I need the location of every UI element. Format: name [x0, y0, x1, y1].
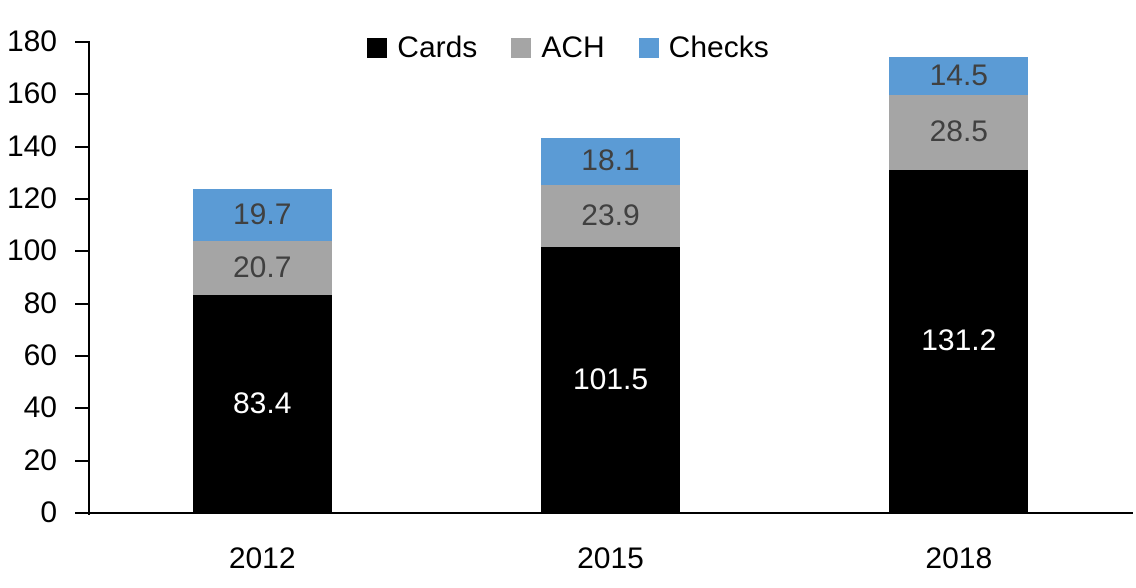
bar-value-label: 23.9 [581, 199, 640, 233]
legend-marker-ach-icon [511, 38, 532, 58]
bar-segment-cards-2012: 83.4 [192, 294, 332, 513]
legend-label: Cards [397, 31, 478, 64]
bar-value-label: 101.5 [572, 363, 649, 397]
y-axis-tick [75, 407, 90, 410]
bar-value-label: 18.1 [581, 144, 640, 178]
y-axis-tick-label: 80 [23, 286, 57, 320]
y-axis-tick [75, 145, 90, 148]
y-axis-tick [75, 93, 90, 96]
y-axis-tick-label: 160 [6, 77, 57, 111]
bar-segment-ach-2012: 20.7 [192, 240, 332, 295]
legend-label: Checks [668, 31, 769, 64]
y-axis-tick [75, 512, 90, 514]
bar-segment-cards-2018: 131.2 [889, 169, 1029, 513]
bar-value-label: 131.2 [921, 324, 997, 358]
legend-marker-cards-icon [367, 38, 388, 58]
bar-segment-ach-2018: 28.5 [889, 95, 1029, 170]
bar-segment-ach-2015: 23.9 [541, 184, 680, 248]
y-axis-tick-label: 20 [23, 443, 57, 477]
y-axis-tick [75, 198, 90, 200]
bar-value-label: 20.7 [232, 250, 292, 284]
bar-segment-cards-2015: 101.5 [541, 247, 680, 513]
y-axis-tick-label: 140 [6, 129, 57, 163]
legend-marker-checks-icon [638, 38, 659, 58]
bar-segment-checks-2012: 19.7 [192, 189, 332, 241]
y-axis-tick [75, 302, 90, 305]
legend-item-cards: Cards [367, 33, 477, 63]
bar-segment-checks-2018: 14.5 [889, 57, 1029, 96]
y-axis-line [88, 41, 90, 515]
bar-segment-checks-2015: 18.1 [541, 137, 680, 185]
legend-label: ACH [541, 31, 605, 64]
y-axis-tick-label: 60 [23, 339, 57, 372]
y-axis-tick-label: 0 [40, 496, 57, 529]
x-axis-line [88, 512, 1133, 514]
bar-value-label: 83.4 [232, 386, 292, 420]
y-axis-tick-label: 100 [6, 234, 57, 268]
y-axis-tick [75, 355, 90, 357]
y-axis-tick-label: 180 [6, 25, 57, 58]
legend-item-ach: ACH [511, 31, 605, 64]
x-axis-category-label: 2015 [577, 542, 644, 575]
y-axis-tick-label: 40 [23, 391, 57, 425]
y-axis-tick-label: 120 [6, 182, 57, 215]
bar-value-label: 19.7 [232, 197, 292, 231]
bar-value-label: 28.5 [929, 115, 988, 149]
legend-item-checks: Checks [638, 31, 769, 64]
bar-value-label: 14.5 [929, 59, 988, 93]
x-axis-category-label: 2018 [925, 542, 993, 575]
chart-legend: Cards ACH Checks [0, 33, 1136, 63]
x-axis-category-label: 2012 [228, 542, 296, 575]
y-axis-tick [75, 250, 90, 253]
y-axis-tick [75, 41, 90, 43]
y-axis-tick [75, 459, 90, 462]
